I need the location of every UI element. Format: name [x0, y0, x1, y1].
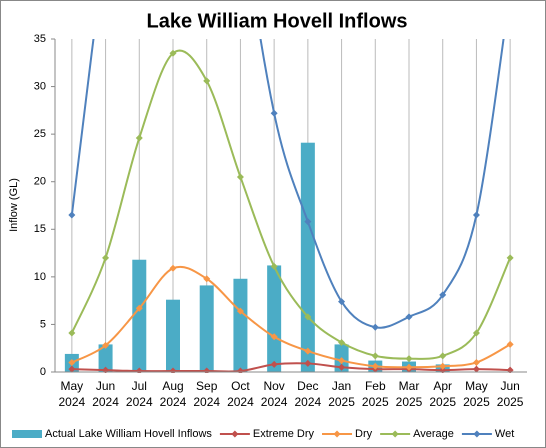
- marker: [371, 352, 379, 360]
- marker: [304, 313, 312, 321]
- marker: [472, 365, 480, 373]
- y-tick-label: 0: [40, 366, 46, 378]
- line: [70, 39, 505, 329]
- x-tick-label: Feb 2025: [361, 379, 389, 409]
- legend-marker: [391, 430, 399, 438]
- marker: [506, 340, 514, 348]
- marker: [304, 347, 312, 355]
- legend-label: Extreme Dry: [253, 428, 315, 440]
- marker: [304, 359, 312, 367]
- legend-marker: [231, 430, 239, 438]
- x-tick-label: Nov 2024: [260, 379, 288, 409]
- marker: [304, 218, 312, 226]
- marker: [270, 333, 278, 341]
- marker: [405, 363, 413, 371]
- bar: [98, 344, 113, 372]
- marker: [338, 357, 346, 365]
- marker: [169, 49, 177, 57]
- axes: 0 5 10 15 20 25 30 35: [34, 33, 527, 378]
- marker: [102, 341, 110, 349]
- chart-title: Lake William Hovell Inflows: [147, 10, 408, 32]
- y-axis-label: Inflow (GL): [8, 178, 20, 232]
- marker: [472, 211, 480, 219]
- bar: [267, 265, 282, 372]
- bar: [199, 285, 214, 372]
- marker: [169, 264, 177, 272]
- x-tick-label: Jun 2025: [496, 379, 524, 409]
- marker: [439, 362, 447, 370]
- marker: [236, 173, 244, 181]
- marker: [135, 304, 143, 312]
- x-tick-label: May 2024: [58, 379, 86, 409]
- x-tick-label: Dec 2024: [294, 379, 322, 409]
- marker: [472, 329, 480, 337]
- marker: [270, 262, 278, 270]
- bars: [64, 142, 450, 372]
- marker: [236, 307, 244, 315]
- marker: [506, 366, 514, 373]
- y-tick-label: 35: [34, 33, 46, 45]
- marker: [68, 329, 76, 337]
- bar: [233, 278, 248, 372]
- x-tick-label: Apr 2025: [429, 379, 457, 409]
- marker: [203, 275, 211, 283]
- x-tick-label: Mar 2025: [395, 379, 423, 409]
- marker: [135, 134, 143, 142]
- y-tick-label: 25: [34, 128, 46, 140]
- legend-swatch: [12, 430, 42, 438]
- marker: [270, 109, 278, 117]
- y-tick-label: 15: [34, 223, 46, 235]
- y-tick-label: 20: [34, 176, 46, 188]
- marker: [405, 313, 413, 321]
- legend-label: Dry: [355, 428, 373, 440]
- marker: [68, 211, 76, 219]
- marker: [338, 298, 346, 306]
- x-tick-label: Oct 2024: [227, 379, 254, 409]
- marker: [68, 365, 76, 373]
- legend-label: Average: [413, 428, 454, 440]
- legend: Actual Lake William Hovell Inflows Extrem…: [12, 428, 514, 440]
- legend-marker: [473, 430, 481, 438]
- legend-label: Wet: [495, 428, 514, 440]
- legend-label: Actual Lake William Hovell Inflows: [45, 428, 212, 440]
- marker: [270, 360, 278, 368]
- y-tick-label: 30: [34, 80, 46, 92]
- marker: [371, 323, 379, 331]
- marker: [338, 363, 346, 371]
- bar: [300, 142, 315, 372]
- lines: [68, 39, 514, 373]
- x-tick-label: Aug 2024: [159, 379, 187, 409]
- x-tick-label: Jun 2024: [92, 379, 119, 409]
- bar: [166, 299, 180, 372]
- marker: [439, 291, 447, 299]
- x-tick-label: Jan 2025: [328, 379, 355, 409]
- x-tick-label: Jul 2024: [125, 379, 153, 409]
- marker: [439, 352, 447, 360]
- marker: [68, 358, 76, 366]
- x-tick-label: May 2025: [463, 379, 490, 409]
- marker: [203, 77, 211, 85]
- marker: [338, 339, 346, 347]
- marker: [371, 362, 379, 370]
- marker: [405, 355, 413, 363]
- marker: [102, 366, 110, 373]
- x-tick-label: Sep 2024: [193, 379, 221, 409]
- legend-marker: [333, 430, 341, 438]
- marker: [439, 366, 447, 373]
- marker: [102, 254, 110, 262]
- y-tick-label: 5: [40, 318, 46, 330]
- marker: [506, 254, 514, 262]
- y-tick-label: 10: [34, 271, 46, 283]
- marker: [472, 358, 480, 366]
- bar: [132, 259, 147, 372]
